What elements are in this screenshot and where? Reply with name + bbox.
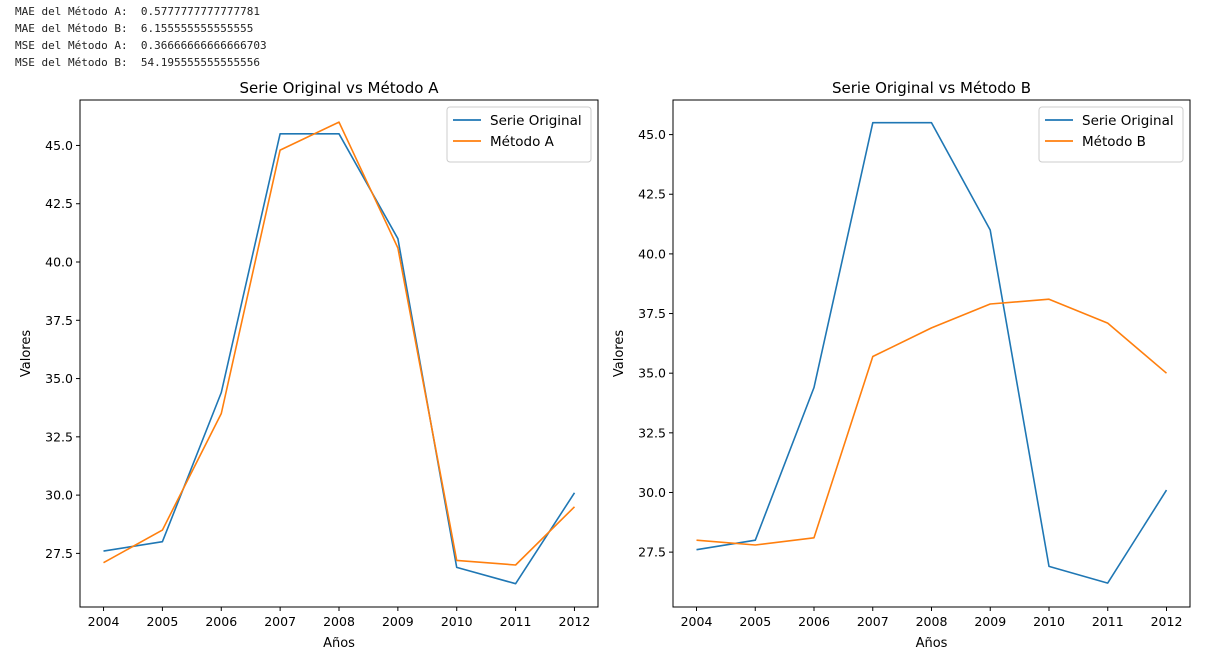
chart-1: Serie Original vs Método A 27.5 30.0 32.5 35…: [19, 79, 599, 651]
y-tick-label: 30.0: [45, 488, 73, 503]
legend-box: [446, 106, 592, 163]
legend-label: Serie Original: [490, 113, 582, 129]
x-tick-label: 2011: [500, 614, 532, 629]
series-line-2: [696, 298, 1168, 546]
x-tick-label: 2010: [1033, 614, 1065, 629]
legend-label: Método A: [490, 134, 555, 150]
x-tick-label: 2011: [1092, 614, 1124, 629]
chart-title: Serie Original vs Método A: [240, 79, 440, 97]
y-tick-label: 40.0: [45, 255, 73, 270]
console-line: MSE del Método A: 0.36666666666666703: [15, 39, 267, 52]
x-tick-label: 2006: [205, 614, 237, 629]
console-line: MSE del Método B: 54.195555555555556: [15, 56, 261, 69]
x-tick-label: 2004: [681, 614, 713, 629]
y-tick-label: 40.0: [638, 246, 666, 261]
x-tick-label: 2005: [739, 614, 771, 629]
x-tick-label: 2006: [798, 614, 830, 629]
y-tick-label: 35.0: [45, 371, 73, 386]
y-tick-label: 37.5: [638, 306, 666, 321]
x-tick-label: 2007: [264, 614, 296, 629]
x-tick-label: 2012: [1151, 614, 1183, 629]
y-tick-label: 37.5: [45, 313, 73, 328]
x-tick-label: 2005: [147, 614, 179, 629]
x-tick-label: 2007: [857, 614, 889, 629]
series-line-1: [696, 121, 1168, 584]
series-line-2: [103, 121, 576, 566]
legend-box: [1038, 106, 1184, 163]
console-output: MAE del Método A: 0.5777777777777781 MAE…: [15, 3, 267, 71]
x-axis-label: Años: [323, 636, 355, 651]
x-tick-label: 2004: [88, 614, 120, 629]
y-tick-label: 45.0: [638, 127, 666, 142]
x-tick-label: 2012: [559, 614, 591, 629]
y-tick-label: 30.0: [638, 485, 666, 500]
y-tick-label: 42.5: [45, 196, 73, 211]
legend-label: Serie Original: [1082, 113, 1174, 129]
y-tick-label: 45.0: [45, 138, 73, 153]
x-axis-label: Años: [916, 636, 948, 651]
x-tick-label: 2009: [974, 614, 1006, 629]
y-axis-label: Valores: [612, 330, 627, 377]
plot-frame: [672, 99, 1191, 608]
chart-2: Serie Original vs Método B 27.5 30.0 32.5 35…: [612, 79, 1191, 651]
legend: Serie Original Método B: [1038, 106, 1184, 163]
x-tick-label: 2010: [441, 614, 473, 629]
legend-label: Método B: [1082, 134, 1146, 150]
legend: Serie Original Método A: [446, 106, 592, 163]
y-tick-label: 27.5: [638, 545, 666, 560]
x-tick-label: 2008: [916, 614, 948, 629]
y-tick-label: 32.5: [45, 429, 73, 444]
console-line: MAE del Método A: 0.5777777777777781: [15, 5, 261, 18]
series-line-1: [103, 133, 576, 585]
y-tick-label: 42.5: [638, 187, 666, 202]
y-tick-label: 27.5: [45, 546, 73, 561]
chart-title: Serie Original vs Método B: [832, 79, 1031, 97]
y-tick-label: 32.5: [638, 425, 666, 440]
plot-frame: [79, 99, 599, 608]
x-tick-label: 2009: [382, 614, 414, 629]
x-tick-label: 2008: [323, 614, 355, 629]
console-line: MAE del Método B: 6.155555555555555: [15, 22, 254, 35]
y-axis-label: Valores: [19, 330, 34, 377]
y-tick-label: 35.0: [638, 366, 666, 381]
